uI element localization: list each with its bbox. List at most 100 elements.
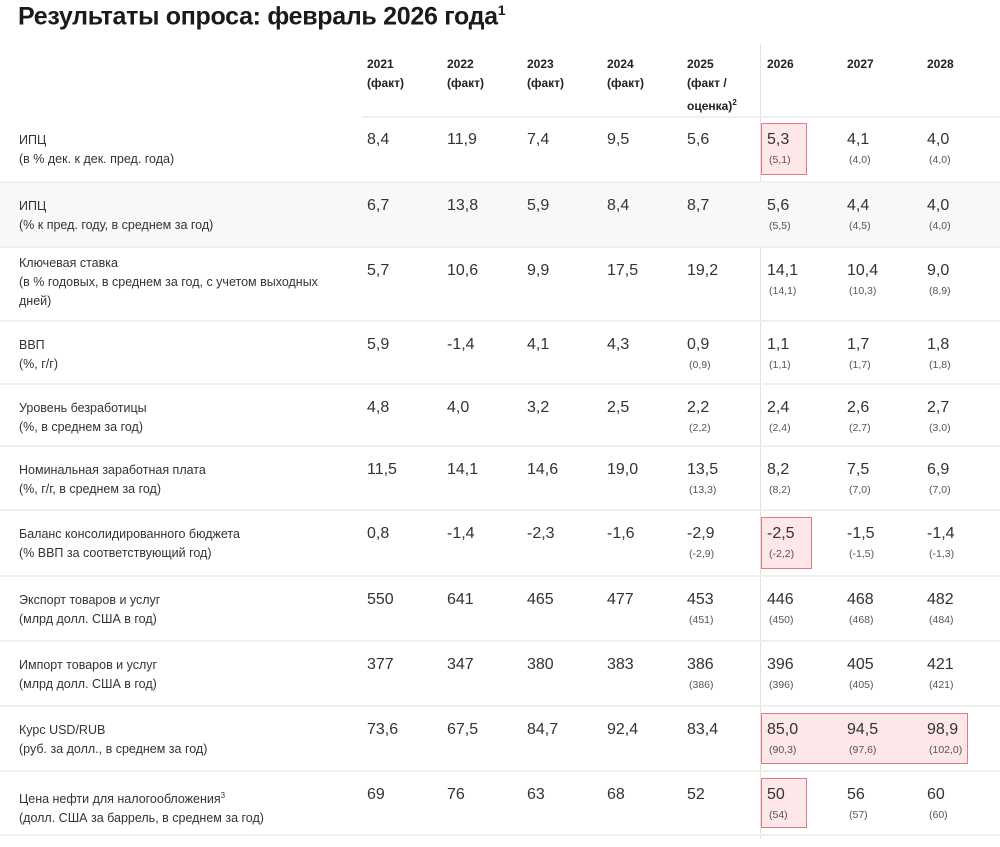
previous-estimate-2028: (3,0) bbox=[929, 422, 951, 434]
value-2028: 9,0 bbox=[927, 262, 950, 279]
previous-estimate-2025: (0,9) bbox=[689, 359, 711, 371]
previous-estimate-2028: (8,9) bbox=[929, 285, 951, 297]
previous-estimate-2025: (-2,9) bbox=[689, 548, 715, 560]
column-header-2021: 2021 (факт) bbox=[367, 55, 404, 93]
column-header-2028: 2028 bbox=[927, 55, 954, 74]
previous-estimate-2025: (13,3) bbox=[689, 484, 717, 496]
value-2026: -2,5 bbox=[767, 525, 795, 542]
value-2023: 3,2 bbox=[527, 399, 550, 416]
value-2026: 8,2 bbox=[767, 461, 790, 478]
column-footnote: 2 bbox=[732, 98, 737, 107]
value-2023: 14,6 bbox=[527, 461, 559, 478]
row-subtitle: (% ВВП за соответствующий год) bbox=[19, 546, 212, 560]
previous-estimate-2027: (57) bbox=[849, 809, 868, 821]
value-2027: 405 bbox=[847, 656, 874, 673]
row-title-text: Номинальная заработная плата bbox=[19, 463, 206, 477]
value-2023: 5,9 bbox=[527, 197, 550, 214]
value-2022: 11,9 bbox=[447, 131, 477, 148]
value-2023: 63 bbox=[527, 786, 545, 803]
value-2022: 4,0 bbox=[447, 399, 470, 416]
column-header-2023: 2023 (факт) bbox=[527, 55, 564, 93]
row-title-text: Курс USD/RUB bbox=[19, 723, 106, 737]
column-year: 2023 bbox=[527, 57, 554, 71]
title-footnote: 1 bbox=[497, 2, 506, 18]
value-2022: -1,4 bbox=[447, 525, 475, 542]
table-row: Баланс консолидированного бюджета (% ВВП … bbox=[0, 511, 1000, 577]
value-2027: 4,1 bbox=[847, 131, 870, 148]
previous-estimate-2026: (54) bbox=[769, 809, 788, 821]
previous-estimate-2027: (-1,5) bbox=[849, 548, 875, 560]
row-label: ВВП (%, г/г) bbox=[19, 336, 339, 374]
previous-estimate-2027: (7,0) bbox=[849, 484, 871, 496]
value-2027: 94,5 bbox=[847, 721, 879, 738]
previous-estimate-2028: (102,0) bbox=[929, 744, 963, 756]
column-year: 2028 bbox=[927, 57, 954, 71]
value-2026: 396 bbox=[767, 656, 794, 673]
row-title: Импорт товаров и услуг bbox=[19, 656, 339, 675]
previous-estimate-2026: (-2,2) bbox=[769, 548, 795, 560]
row-title-text: Цена нефти для налогообложения bbox=[19, 792, 221, 807]
previous-estimate-2025: (2,2) bbox=[689, 422, 711, 434]
column-header-2022: 2022 (факт) bbox=[447, 55, 484, 93]
value-2021: 5,9 bbox=[367, 336, 390, 353]
previous-estimate-2027: (468) bbox=[849, 614, 874, 626]
value-2028: 421 bbox=[927, 656, 954, 673]
value-2024: 2,5 bbox=[607, 399, 630, 416]
row-title: Цена нефти для налогообложения3 bbox=[19, 786, 339, 809]
row-subtitle: (%, г/г, в среднем за год) bbox=[19, 482, 162, 496]
row-title: Баланс консолидированного бюджета bbox=[19, 525, 339, 544]
value-2021: 550 bbox=[367, 591, 394, 608]
value-2021: 8,4 bbox=[367, 131, 390, 148]
row-title: Номинальная заработная плата bbox=[19, 461, 339, 480]
value-2027: 1,7 bbox=[847, 336, 870, 353]
table-row: Экспорт товаров и услуг (млрд долл. США в… bbox=[0, 577, 1000, 642]
previous-estimate-2028: (484) bbox=[929, 614, 954, 626]
value-2024: -1,6 bbox=[607, 525, 635, 542]
row-title-text: Баланс консолидированного бюджета bbox=[19, 527, 240, 541]
highlight-box bbox=[761, 517, 812, 569]
value-2026: 2,4 bbox=[767, 399, 790, 416]
previous-estimate-2028: (60) bbox=[929, 809, 948, 821]
row-label: Импорт товаров и услуг (млрд долл. США в … bbox=[19, 656, 339, 694]
value-2028: 1,8 bbox=[927, 336, 950, 353]
row-subtitle: (%, г/г) bbox=[19, 357, 58, 371]
row-subtitle: (млрд долл. США в год) bbox=[19, 612, 157, 626]
previous-estimate-2028: (4,0) bbox=[929, 154, 951, 166]
value-2025: 2,2 bbox=[687, 399, 710, 416]
row-footnote: 3 bbox=[220, 791, 226, 800]
value-2022: 10,6 bbox=[447, 262, 479, 279]
row-title-text: ВВП bbox=[19, 338, 45, 352]
value-2023: 84,7 bbox=[527, 721, 559, 738]
column-note: (факт) bbox=[367, 76, 405, 90]
highlight-box bbox=[761, 713, 968, 764]
value-2028: 2,7 bbox=[927, 399, 950, 416]
value-2028: 482 bbox=[927, 591, 954, 608]
value-2026: 1,1 bbox=[767, 336, 790, 353]
previous-estimate-2027: (405) bbox=[849, 679, 874, 691]
previous-estimate-2025: (451) bbox=[689, 614, 714, 626]
value-2028: 6,9 bbox=[927, 461, 950, 478]
value-2022: 67,5 bbox=[447, 721, 479, 738]
previous-estimate-2026: (5,5) bbox=[769, 220, 791, 232]
value-2022: 347 bbox=[447, 656, 474, 673]
value-2021: 73,6 bbox=[367, 721, 399, 738]
value-2021: 5,7 bbox=[367, 262, 390, 279]
value-2022: 13,8 bbox=[447, 197, 479, 214]
value-2023: 9,9 bbox=[527, 262, 550, 279]
value-2026: 5,3 bbox=[767, 131, 790, 148]
row-title-text: Импорт товаров и услуг bbox=[19, 658, 158, 672]
row-label: Цена нефти для налогообложения3 (долл. СШ… bbox=[19, 786, 339, 828]
value-2023: 4,1 bbox=[527, 336, 550, 353]
value-2024: 9,5 bbox=[607, 131, 630, 148]
column-note2-text: оценка) bbox=[687, 99, 733, 113]
column-year: 2022 bbox=[447, 57, 474, 71]
row-title-text: Уровень безработицы bbox=[19, 401, 147, 415]
value-2024: 17,5 bbox=[607, 262, 639, 279]
value-2022: 76 bbox=[447, 786, 465, 803]
row-subtitle: (в % дек. к дек. пред. года) bbox=[19, 152, 175, 166]
row-label: Экспорт товаров и услуг (млрд долл. США в… bbox=[19, 591, 339, 629]
value-2028: 98,9 bbox=[927, 721, 959, 738]
value-2027: 4,4 bbox=[847, 197, 870, 214]
previous-estimate-2026: (5,1) bbox=[769, 154, 791, 166]
row-title: Экспорт товаров и услуг bbox=[19, 591, 339, 610]
